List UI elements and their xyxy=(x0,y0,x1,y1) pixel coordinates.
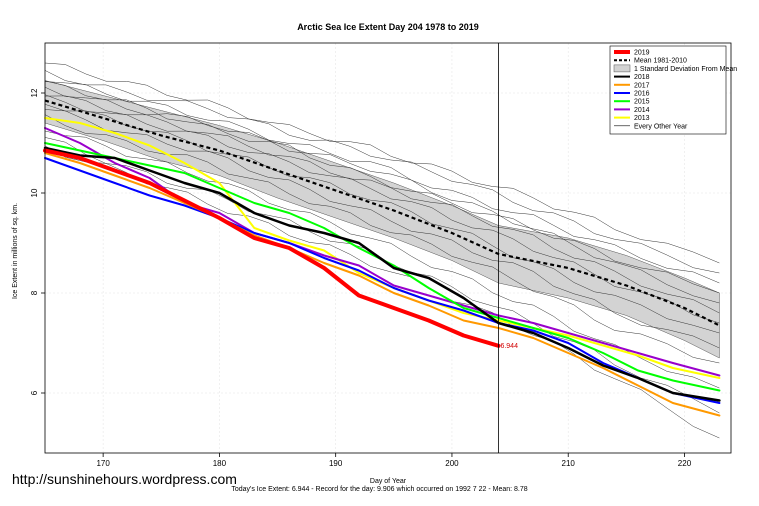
current-value-annotation: 6.944 xyxy=(500,343,518,350)
watermark-url: http://sunshinehours.wordpress.com xyxy=(12,471,237,487)
footer-stats: Today's Ice Extent: 6.944 - Record for t… xyxy=(231,486,528,493)
x-tick-label: 200 xyxy=(445,459,459,468)
mean-line xyxy=(44,99,720,327)
legend-label: Mean 1981-2010 xyxy=(634,58,687,65)
mean-series-line xyxy=(44,99,720,327)
legend-label: 2013 xyxy=(634,115,650,122)
series-line-2013 xyxy=(44,117,721,379)
x-axis-label: Day of Year xyxy=(370,478,407,485)
legend-label: 2016 xyxy=(634,91,650,98)
other-year-line xyxy=(44,104,720,334)
series-line-2016 xyxy=(44,157,721,404)
axes: 170 180 190 200 210 220 6 8 10 12 xyxy=(30,42,732,468)
legend-swatch xyxy=(613,64,631,73)
annotation-value: 6.944 xyxy=(500,343,518,350)
series-line-2019 xyxy=(43,148,501,348)
chart-title: Arctic Sea Ice Extent Day 204 1978 to 20… xyxy=(297,22,479,32)
legend-label: 2017 xyxy=(634,82,650,89)
legend-label: 1 Standard Deviation From Mean xyxy=(634,66,737,73)
legend-label: 2018 xyxy=(634,74,650,81)
other-year-line xyxy=(44,86,720,304)
other-year-line xyxy=(44,95,720,314)
x-tick-label: 190 xyxy=(329,459,343,468)
legend-label: 2014 xyxy=(634,107,650,114)
series-lines xyxy=(43,117,721,417)
series-line-2017 xyxy=(44,152,721,417)
y-tick-label: 10 xyxy=(30,188,39,197)
y-tick-label: 8 xyxy=(30,290,39,295)
other-year-line xyxy=(44,81,720,284)
plot-frame xyxy=(44,42,732,454)
legend-label: 2015 xyxy=(634,99,650,106)
y-axis-label: Ice Extent in millions of sq. km. xyxy=(12,203,19,299)
series-line-2018 xyxy=(43,146,721,402)
series-line-2014 xyxy=(44,127,721,377)
legend-label: 2019 xyxy=(634,50,650,57)
x-tick-label: 180 xyxy=(213,459,227,468)
other-year-line xyxy=(44,114,720,364)
other-year-line xyxy=(44,130,720,389)
y-tick-label: 12 xyxy=(30,88,39,97)
y-tick-label: 6 xyxy=(30,390,39,395)
other-year-line xyxy=(44,94,720,324)
x-tick-label: 220 xyxy=(678,459,692,468)
other-year-line xyxy=(44,80,720,294)
other-year-line xyxy=(44,70,720,274)
legend-label: Every Other Year xyxy=(634,123,688,130)
other-year-line xyxy=(44,62,720,264)
other-year-line xyxy=(44,109,720,349)
x-tick-label: 170 xyxy=(96,459,110,468)
x-tick-label: 210 xyxy=(562,459,576,468)
